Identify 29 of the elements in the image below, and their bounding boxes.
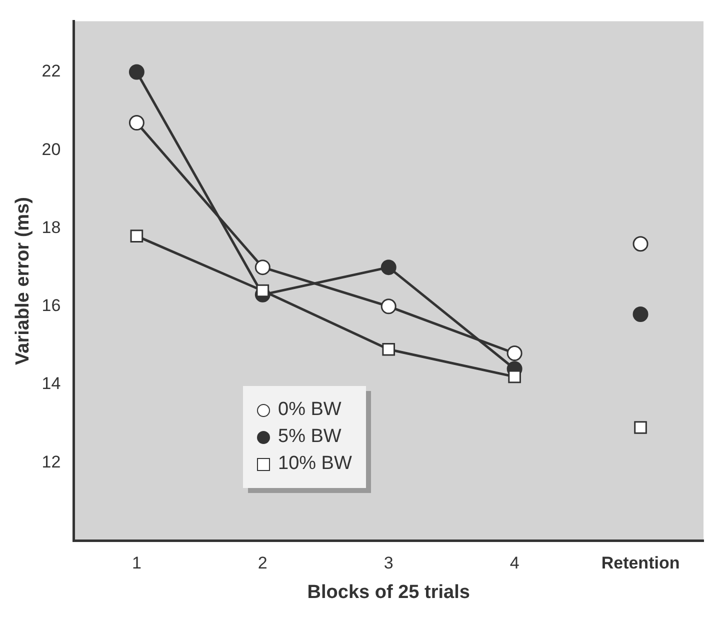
legend-label: 10% BW <box>278 453 352 475</box>
y-tick-label: 16 <box>42 296 61 316</box>
legend-label: 0% BW <box>278 399 342 421</box>
x-tick-label: 4 <box>510 554 520 573</box>
x-tick-label: 3 <box>384 554 394 573</box>
point <box>380 260 396 276</box>
y-tick-label: 14 <box>42 374 61 394</box>
x-axis-title: Blocks of 25 trials <box>307 582 470 603</box>
x-tick-label: Retention <box>601 554 680 573</box>
point <box>256 284 270 298</box>
y-tick-label: 18 <box>42 218 61 237</box>
y-tick-label: 12 <box>42 452 61 472</box>
point <box>130 230 144 242</box>
y-tick-label: 20 <box>42 140 61 159</box>
point <box>634 421 647 434</box>
x-tick-label: 2 <box>258 554 268 573</box>
point <box>506 346 522 362</box>
point <box>254 260 270 276</box>
point <box>382 342 396 356</box>
point <box>128 115 144 131</box>
point <box>632 306 648 322</box>
legend-label: 5% BW <box>278 426 342 448</box>
point <box>128 64 144 80</box>
x-tick-label: 1 <box>132 554 142 573</box>
y-tick-label: 22 <box>42 62 61 81</box>
point <box>508 370 521 384</box>
y-axis-title: Variable error (ms) <box>12 197 34 365</box>
point <box>380 298 396 314</box>
point <box>632 236 648 252</box>
